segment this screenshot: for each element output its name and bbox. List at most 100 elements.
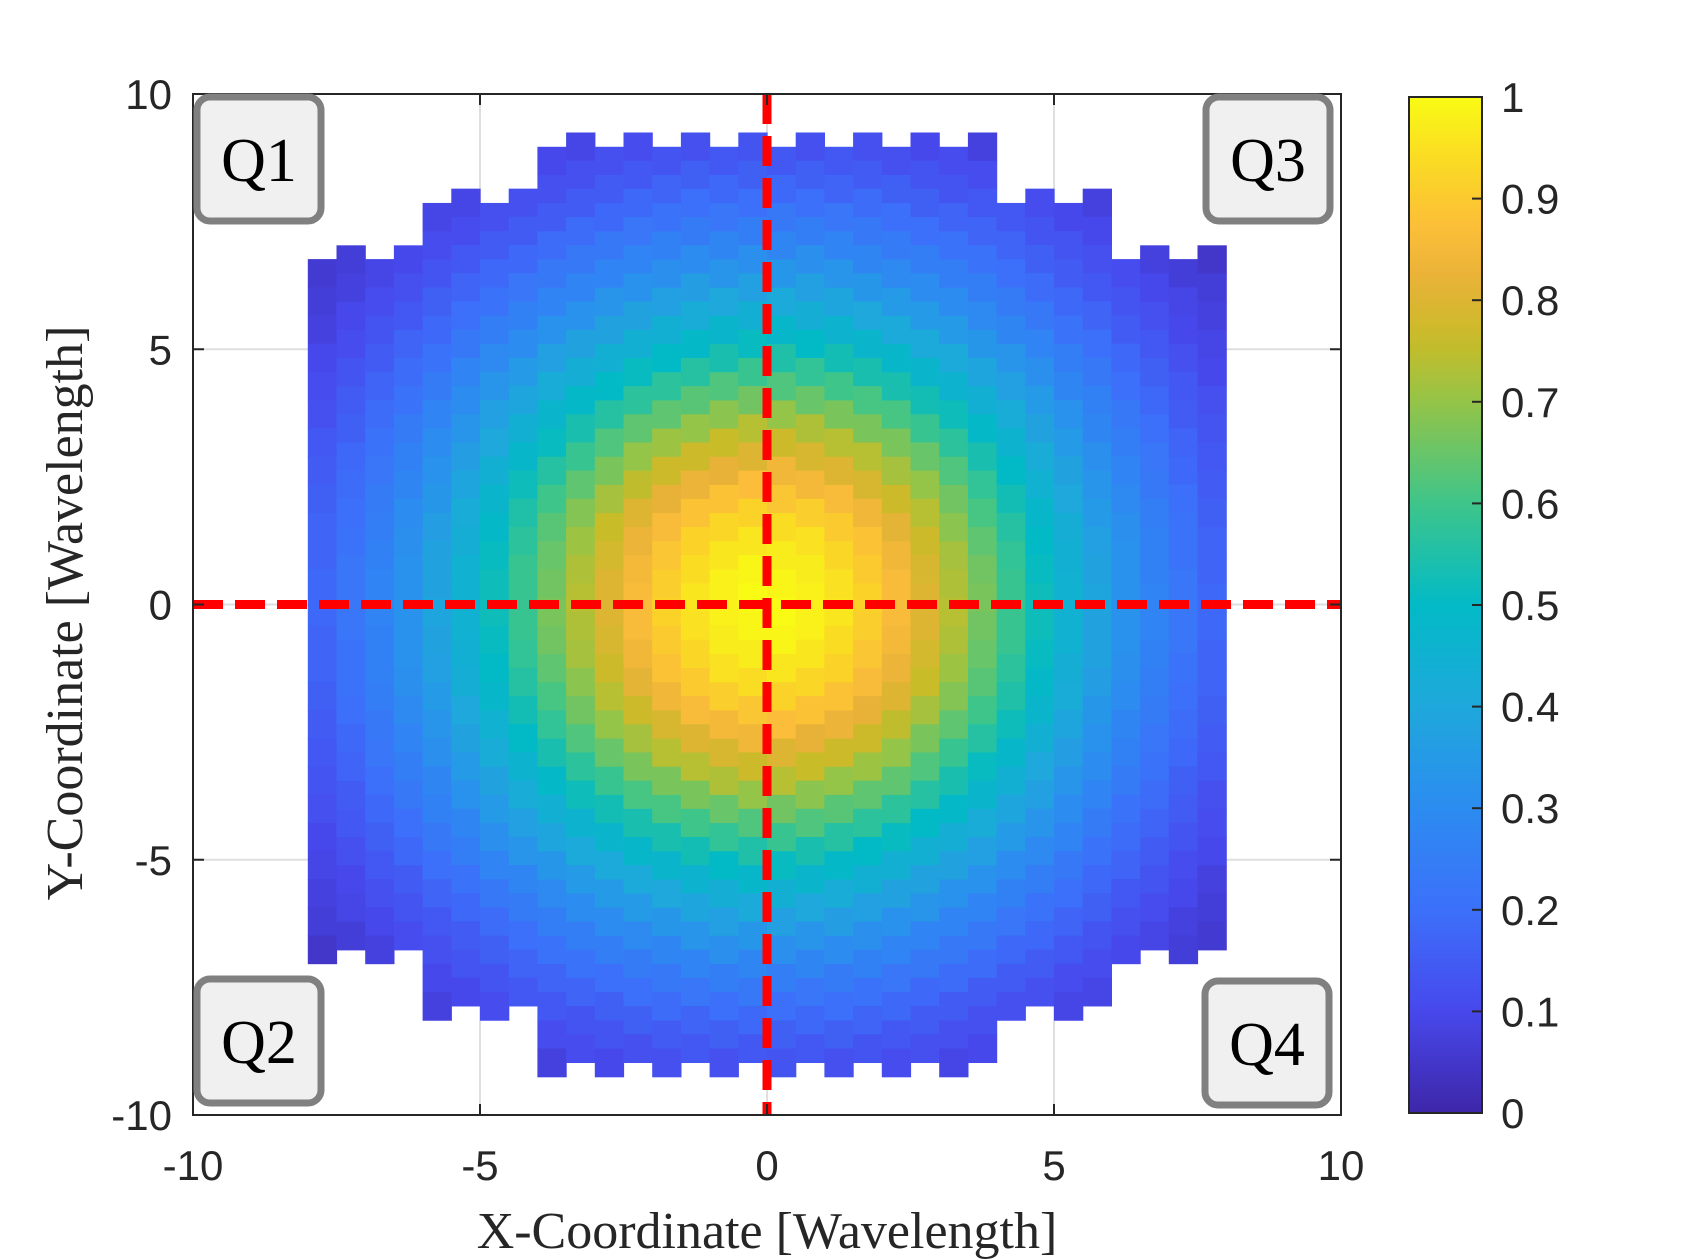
heatmap-cell: [307, 822, 338, 852]
heatmap-cell: [336, 865, 366, 895]
heatmap-cell: [393, 358, 424, 387]
heatmap-cell: [767, 315, 797, 345]
heatmap-cell: [1197, 498, 1227, 528]
heatmap-cell: [853, 442, 883, 472]
heatmap-cell: [996, 794, 1026, 824]
heatmap-cell: [967, 949, 998, 979]
heatmap-cell: [537, 400, 567, 430]
heatmap-cell: [594, 428, 625, 458]
heatmap-cell: [566, 752, 596, 782]
heatmap-cell: [336, 780, 366, 810]
heatmap-cell: [881, 1020, 912, 1050]
heatmap-cell: [393, 837, 424, 866]
heatmap-cell: [767, 907, 797, 937]
heatmap-cell: [1111, 850, 1141, 880]
heatmap-cell: [824, 174, 854, 204]
heatmap-cell: [1140, 414, 1170, 444]
heatmap-cell: [451, 611, 481, 641]
heatmap-cell: [393, 329, 424, 359]
heatmap-cell: [853, 555, 883, 584]
heatmap-cell: [537, 963, 567, 993]
heatmap-cell: [594, 879, 625, 909]
heatmap-cell: [967, 217, 998, 246]
heatmap-cell: [1111, 456, 1141, 486]
heatmap-cell: [365, 935, 395, 965]
heatmap-cell: [853, 667, 883, 697]
heatmap-cell: [967, 357, 998, 387]
heatmap-cell: [365, 879, 395, 908]
heatmap-cell: [1111, 569, 1141, 598]
heatmap-cell: [566, 977, 596, 1007]
heatmap-cell: [881, 823, 912, 852]
heatmap-cell: [594, 344, 625, 373]
heatmap-cell: [623, 667, 653, 697]
heatmap-cell: [365, 709, 395, 739]
heatmap-cell: [1168, 653, 1199, 683]
heatmap-cell: [508, 188, 538, 218]
colorbar-tick-label: 0: [1501, 1090, 1524, 1137]
heatmap-cell: [537, 738, 567, 768]
heatmap-cell: [652, 738, 682, 768]
heatmap-cell: [767, 372, 797, 402]
heatmap-cell: [1140, 329, 1170, 359]
heatmap-cell: [967, 921, 998, 951]
heatmap-cell: [652, 513, 682, 542]
heatmap-cell: [422, 710, 452, 739]
heatmap-cell: [1140, 442, 1170, 472]
heatmap-cell: [1054, 512, 1084, 542]
heatmap-cell: [1140, 498, 1170, 528]
heatmap-cell: [365, 512, 395, 542]
heatmap-cell: [652, 823, 682, 852]
heatmap-cell: [680, 893, 711, 923]
colorbar-tick-label: 1: [1501, 74, 1524, 121]
heatmap-cell: [680, 780, 711, 810]
heatmap-cell: [451, 526, 481, 556]
heatmap-cell: [365, 484, 395, 514]
heatmap-cell: [996, 625, 1026, 655]
heatmap-cell: [1140, 668, 1170, 697]
heatmap-cell: [1054, 879, 1084, 909]
heatmap-cell: [881, 963, 912, 993]
heatmap-cell: [1111, 540, 1141, 570]
heatmap-cell: [480, 653, 510, 683]
heatmap-cell: [853, 1006, 883, 1035]
heatmap-cell: [1197, 865, 1227, 895]
heatmap-cell: [939, 879, 969, 909]
heatmap-cell: [451, 695, 481, 725]
heatmap-cell: [853, 470, 883, 500]
heatmap-cell: [508, 864, 538, 894]
heatmap-cell: [939, 287, 969, 317]
heatmap-cell: [1168, 709, 1199, 739]
heatmap-cell: [795, 470, 825, 500]
heatmap-cell: [566, 555, 596, 584]
heatmap-cell: [795, 245, 825, 274]
heatmap-cell: [1197, 301, 1227, 331]
heatmap-cell: [910, 921, 940, 951]
heatmap-cell: [594, 1020, 625, 1050]
heatmap-cell: [422, 625, 452, 655]
heatmap-cell: [480, 484, 510, 514]
heatmap-cell: [307, 371, 338, 401]
heatmap-cell: [623, 160, 653, 190]
heatmap-cell: [594, 315, 625, 345]
heatmap-cell: [336, 668, 366, 697]
heatmap-cell: [422, 400, 452, 429]
heatmap-cell: [508, 836, 538, 866]
heatmap-cell: [680, 611, 711, 641]
heatmap-cell: [910, 498, 940, 528]
heatmap-cell: [336, 696, 366, 725]
heatmap-cell: [365, 540, 395, 570]
heatmap-cell: [910, 217, 940, 246]
heatmap-cell: [967, 1006, 998, 1035]
heatmap-cell: [709, 738, 739, 768]
heatmap-cell: [1054, 766, 1084, 796]
heatmap-cell: [1082, 921, 1112, 951]
heatmap-cell: [623, 836, 653, 866]
heatmap-cell: [307, 653, 338, 683]
heatmap-cell: [709, 963, 739, 993]
heatmap-cell: [853, 865, 883, 894]
heatmap-cell: [939, 231, 969, 261]
heatmap-cell: [1111, 512, 1141, 542]
colorbar-tick-label: 0.4: [1501, 684, 1559, 731]
heatmap-cell: [910, 555, 940, 584]
